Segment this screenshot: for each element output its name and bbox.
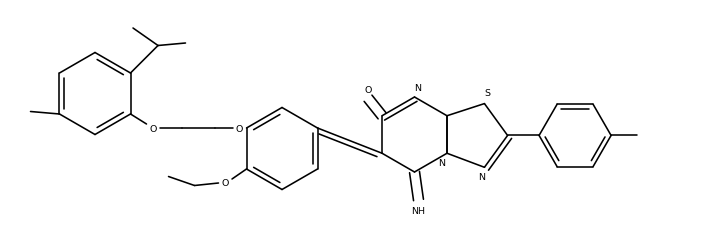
Text: N: N <box>414 84 421 93</box>
Text: O: O <box>149 124 156 133</box>
Text: NH: NH <box>411 206 426 215</box>
Text: N: N <box>438 158 446 167</box>
Text: O: O <box>364 85 372 94</box>
Text: N: N <box>478 172 486 181</box>
Text: S: S <box>484 89 490 98</box>
Text: O: O <box>222 179 229 188</box>
Text: O: O <box>236 124 243 133</box>
